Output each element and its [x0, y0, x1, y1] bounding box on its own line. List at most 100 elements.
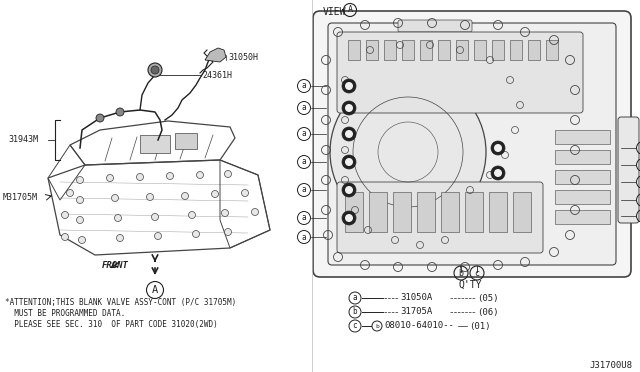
Bar	[345, 192, 363, 232]
Bar	[393, 192, 411, 232]
Circle shape	[225, 170, 232, 177]
Text: 24361H: 24361H	[202, 71, 232, 80]
Circle shape	[211, 190, 218, 198]
Text: a: a	[301, 129, 307, 138]
Text: (01): (01)	[469, 321, 490, 330]
Circle shape	[61, 212, 68, 218]
Circle shape	[252, 208, 259, 215]
Bar	[555, 210, 610, 224]
Circle shape	[152, 214, 159, 221]
Bar	[441, 192, 459, 232]
Circle shape	[345, 104, 353, 112]
Text: a: a	[301, 214, 307, 222]
Bar	[420, 40, 432, 60]
Bar	[456, 40, 468, 60]
Text: A: A	[152, 285, 158, 295]
Circle shape	[196, 171, 204, 179]
Circle shape	[342, 101, 356, 115]
Circle shape	[345, 82, 353, 90]
Text: a: a	[353, 294, 357, 302]
Text: 08010-64010--: 08010-64010--	[384, 321, 454, 330]
Circle shape	[342, 155, 356, 169]
Circle shape	[342, 79, 356, 93]
Circle shape	[79, 237, 86, 244]
Text: VIEW: VIEW	[323, 7, 346, 17]
Circle shape	[345, 186, 353, 194]
Circle shape	[342, 211, 356, 225]
Circle shape	[342, 183, 356, 197]
Circle shape	[77, 176, 83, 183]
FancyBboxPatch shape	[618, 117, 639, 223]
Circle shape	[116, 108, 124, 116]
Circle shape	[221, 209, 228, 217]
Bar	[489, 192, 507, 232]
Circle shape	[136, 173, 143, 180]
Text: 31050A: 31050A	[400, 294, 432, 302]
Bar	[546, 40, 558, 60]
Circle shape	[345, 130, 353, 138]
Text: a: a	[301, 232, 307, 241]
Circle shape	[491, 166, 505, 180]
Circle shape	[61, 234, 68, 241]
Bar	[555, 170, 610, 184]
Bar	[384, 40, 396, 60]
Text: FRONT: FRONT	[102, 262, 129, 270]
Circle shape	[115, 215, 122, 221]
Bar	[140, 135, 170, 153]
Bar	[528, 40, 540, 60]
Bar	[555, 190, 610, 204]
Text: (05): (05)	[477, 294, 499, 302]
Circle shape	[241, 189, 248, 196]
Text: a: a	[301, 103, 307, 112]
Circle shape	[182, 192, 189, 199]
Text: a: a	[301, 81, 307, 90]
Circle shape	[330, 74, 486, 230]
Circle shape	[148, 63, 162, 77]
FancyBboxPatch shape	[328, 23, 616, 265]
Bar	[555, 150, 610, 164]
Text: M31705M: M31705M	[3, 192, 38, 202]
Circle shape	[116, 234, 124, 241]
Circle shape	[77, 217, 83, 224]
Circle shape	[106, 174, 113, 182]
Bar	[366, 40, 378, 60]
Bar	[417, 192, 435, 232]
Text: J31700U8: J31700U8	[589, 360, 632, 369]
Circle shape	[151, 66, 159, 74]
Circle shape	[111, 195, 118, 202]
Circle shape	[77, 196, 83, 203]
Circle shape	[193, 231, 200, 237]
Bar	[402, 40, 414, 60]
Circle shape	[166, 173, 173, 180]
Bar	[175, 133, 197, 149]
FancyBboxPatch shape	[337, 182, 543, 253]
Text: b: b	[375, 324, 379, 328]
Bar	[492, 40, 504, 60]
Bar	[513, 192, 531, 232]
Text: 31943M: 31943M	[8, 135, 38, 144]
Circle shape	[494, 169, 502, 177]
Circle shape	[154, 232, 161, 240]
Circle shape	[147, 193, 154, 201]
Bar	[555, 130, 610, 144]
Text: b: b	[353, 308, 357, 317]
Text: a: a	[301, 186, 307, 195]
Circle shape	[345, 214, 353, 222]
Text: 31050H: 31050H	[228, 54, 258, 62]
Circle shape	[345, 158, 353, 166]
Text: 31705A: 31705A	[400, 308, 432, 317]
Circle shape	[225, 228, 232, 235]
Text: a: a	[301, 157, 307, 167]
Circle shape	[491, 141, 505, 155]
Circle shape	[96, 114, 104, 122]
Circle shape	[67, 189, 74, 196]
Bar	[438, 40, 450, 60]
FancyBboxPatch shape	[398, 20, 472, 32]
Text: Q'TY: Q'TY	[458, 280, 482, 290]
Text: c: c	[474, 269, 479, 278]
Bar	[510, 40, 522, 60]
Circle shape	[494, 144, 502, 152]
Circle shape	[189, 212, 195, 218]
Circle shape	[342, 127, 356, 141]
Bar	[369, 192, 387, 232]
